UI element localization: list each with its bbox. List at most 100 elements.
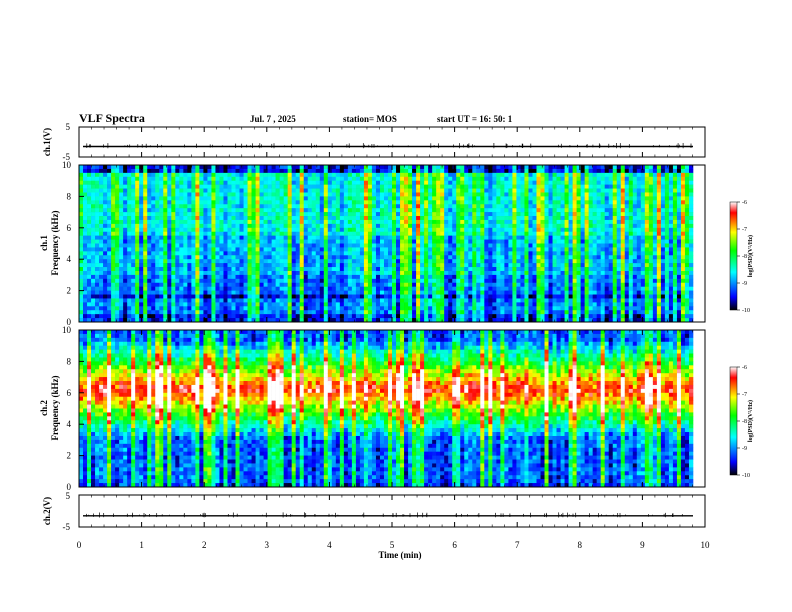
spectrogram-cell [271,235,276,240]
spectrogram-cell [227,165,232,170]
spectrogram-cell [251,306,256,311]
spectrogram-cell [111,184,116,189]
spectrogram-cell [396,235,401,240]
spectrogram-cell [560,212,565,217]
spectrogram-cell [456,204,461,209]
spectrogram-cell [187,274,192,280]
spectrogram-cell [484,282,489,287]
spectrogram-cell [355,294,361,299]
spectrogram-cell [416,196,421,201]
spectrogram-cell [556,188,561,193]
spectrogram-cell [532,200,537,205]
spectrogram-cell [127,310,132,315]
spectrogram-cell [243,318,248,323]
spectrogram-cell [255,200,260,205]
spectrogram-cell [251,310,256,315]
spectrogram-cell [135,318,140,323]
spectrogram-cell [544,196,549,201]
spectrogram-cell [327,184,333,189]
spectrogram-cell [436,180,441,185]
spectrogram-cell [115,172,120,178]
spectrogram-cell [131,278,136,284]
spectrogram-cell [163,306,168,311]
spectrogram-cell [416,263,421,268]
spectrogram-cell [464,184,469,189]
spectrogram-cell [91,239,96,244]
spectrogram-cell [143,263,148,268]
spectrogram-cell [111,219,116,225]
spectrogram-cell [500,286,505,291]
spectrogram-cell [400,318,405,323]
spectrogram-cell [335,302,341,307]
spectrogram-cell [295,184,301,189]
spectrogram-cell [95,286,100,291]
spectrogram-cell [147,212,152,217]
spectrogram-cell [91,306,96,311]
spectrogram-cell [119,184,124,189]
spectrogram-cell [171,219,176,225]
spectrogram-cell [379,223,385,229]
spectrogram-cell [480,243,485,248]
spectrogram-cell [504,286,509,291]
spectrogram-cell [107,168,112,174]
spectrogram-cell [331,270,337,276]
spectrogram-cell [552,259,557,264]
spectrogram-cell [327,200,333,205]
spectrogram-cell [480,239,485,244]
spectrogram-cell [155,270,160,276]
spectrogram-cell [123,188,128,193]
spectrogram-cell [291,255,296,260]
spectrogram-cell [392,274,397,280]
spectrogram-cell [259,223,264,229]
spectrogram-cell [191,247,196,252]
spectrogram-cell [488,165,493,170]
spectrogram-cell [532,290,537,295]
spectrogram-cell [315,180,321,185]
spectrogram-cell [456,192,461,197]
spectrogram-cell [355,286,361,291]
spectrogram-cell [331,227,337,233]
spectrogram-cell [299,180,305,185]
spectrogram-cell [171,165,176,170]
spectrogram-cell [179,302,184,307]
spectrogram-cell [460,184,465,189]
spectrogram-cell [428,255,433,260]
spectrogram-cell [379,239,385,244]
spectrogram-cell [291,176,296,181]
spectrogram-cell [371,208,377,213]
spectrogram-cell [311,227,317,233]
spectrogram-cell [548,231,553,236]
spectrogram-cell [187,239,192,244]
spectrogram-cell [155,208,160,213]
spectrogram-cell [187,251,192,256]
spectrogram-cell [355,223,361,229]
spectrogram-cell [524,263,529,268]
spectrogram-cell [508,282,513,287]
spectrogram-cell [135,251,140,256]
spectrogram-cell [279,239,284,244]
spectrogram-cell [363,298,369,303]
spectrogram-cell [432,298,437,303]
spectrogram-cell [468,247,473,252]
spectrogram-cell [436,263,441,268]
spectrogram-cell [155,274,160,280]
spectrogram-cell [432,227,437,233]
spectrogram-cell [311,278,317,284]
spectrogram-cell [87,212,92,217]
spectrogram-cell [500,200,505,205]
spectrogram-cell [239,298,244,303]
spectrogram-cell [432,231,437,236]
spectrogram-cell [388,223,393,229]
spectrogram-cell [79,204,84,209]
spectrogram-cell [207,290,212,295]
spectrogram-cell [223,298,228,303]
spectrogram-cell [520,235,525,240]
spectrogram-cell [424,282,429,287]
spectrogram-cell [99,235,104,240]
spectrogram-cell [432,212,437,217]
spectrogram-cell [119,302,124,307]
spectrogram-cell [203,204,208,209]
spectrogram-cell [516,200,521,205]
spectrogram-cell [123,302,128,307]
spectrogram-cell [191,302,196,307]
